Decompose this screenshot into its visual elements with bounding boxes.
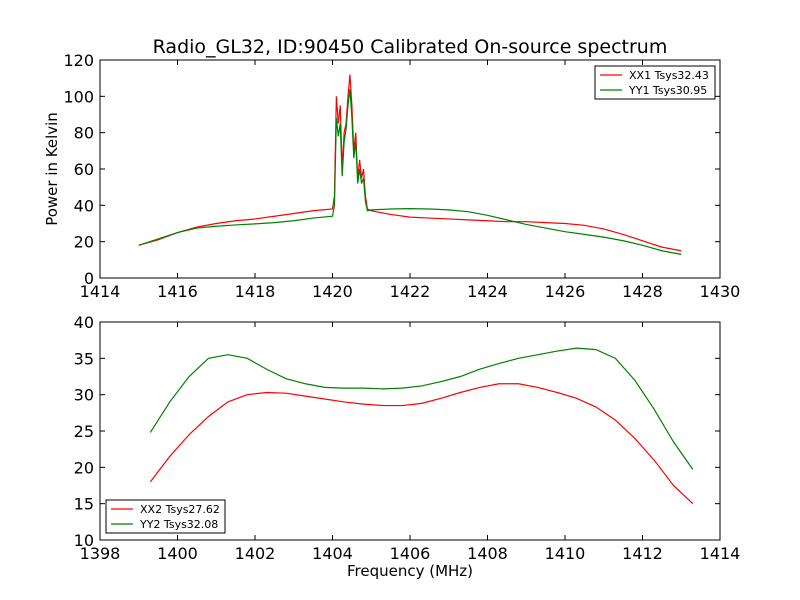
legend-label: XX2 Tsys27.62	[140, 503, 220, 516]
y-tick-label: 10	[74, 531, 94, 550]
x-tick-label: 1416	[157, 282, 198, 301]
x-tick-label: 1424	[467, 282, 508, 301]
legend: XX1 Tsys32.43 YY1 Tsys30.95	[594, 65, 716, 100]
y-tick-label: 15	[74, 495, 94, 514]
y-tick-label: 25	[74, 422, 94, 441]
y-tick-label: 80	[74, 124, 94, 143]
series-line-xx2	[149, 383, 694, 505]
y-tick-label: 40	[74, 196, 94, 215]
y-tick-label: 20	[74, 458, 94, 477]
series-line-yy1	[138, 88, 682, 255]
x-tick-label: 1418	[235, 282, 276, 301]
x-tick-label: 1410	[545, 544, 586, 563]
y-tick-label: 20	[74, 233, 94, 252]
y-tick-label: 120	[63, 51, 94, 70]
legend-box	[105, 499, 226, 534]
y-tick-label: 35	[74, 349, 94, 368]
x-tick-label: 1398	[80, 544, 121, 563]
y-tick-label: 40	[74, 313, 94, 332]
x-tick-label: 1428	[622, 282, 663, 301]
x-tick-label: 1404	[312, 544, 353, 563]
x-tick-label: 1430	[700, 282, 741, 301]
legend: XX2 Tsys27.62 YY2 Tsys32.08	[105, 499, 226, 534]
x-tick-label: 1414	[80, 282, 121, 301]
series-line-xx1	[138, 74, 682, 252]
x-tick-label: 1412	[622, 544, 663, 563]
legend-label: YY2 Tsys32.08	[139, 518, 218, 531]
x-tick-label: 1406	[390, 544, 431, 563]
x-tick-label: 1402	[235, 544, 276, 563]
top-y-axis-label: Power in Kelvin	[43, 112, 61, 226]
y-tick-label: 0	[84, 269, 94, 288]
x-tick-label: 1408	[467, 544, 508, 563]
legend-label: XX1 Tsys32.43	[629, 69, 709, 82]
x-tick-label: 1422	[390, 282, 431, 301]
y-tick-label: 100	[63, 87, 94, 106]
x-tick-label: 1414	[700, 544, 741, 563]
chart-title: Radio_GL32, ID:90450 Calibrated On-sourc…	[153, 36, 668, 58]
legend-box	[594, 65, 716, 100]
x-tick-label: 1426	[545, 282, 586, 301]
bottom-panel: Frequency (MHz) 1398 1400 1402 1404 1406 1408…	[74, 313, 741, 580]
series-line-yy2	[149, 347, 694, 470]
x-tick-label: 1420	[312, 282, 353, 301]
bottom-x-axis-label: Frequency (MHz)	[347, 562, 473, 580]
x-tick-label: 1400	[157, 544, 198, 563]
top-panel: Power in Kelvin 1414 1416 1418 1420 1422 1424…	[43, 51, 740, 301]
y-tick-label: 30	[74, 386, 94, 405]
legend-label: YY1 Tsys30.95	[628, 84, 707, 97]
y-tick-label: 60	[74, 160, 94, 179]
